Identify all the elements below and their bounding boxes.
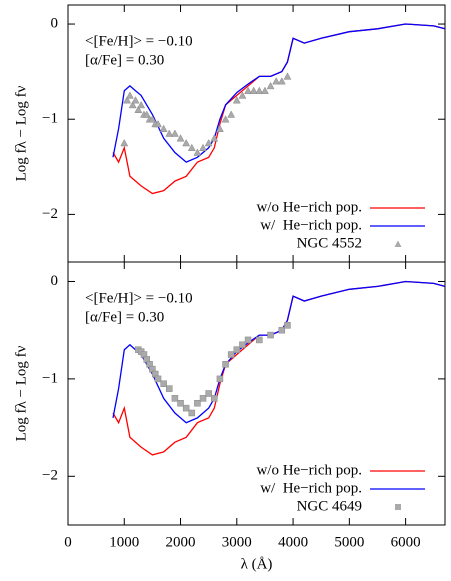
data-point [123, 96, 132, 104]
data-point [194, 399, 201, 407]
annotation: <[Fe/H]> = −0.10 [85, 33, 193, 49]
data-point [137, 100, 146, 109]
y-axis-label: Log fλ − Log fν [13, 85, 29, 181]
spectrum-line [112, 23, 446, 163]
data-point [159, 124, 168, 132]
data-point [170, 129, 179, 137]
data-point [188, 409, 196, 417]
data-point [182, 138, 191, 147]
x-tick-label: 0 [64, 534, 72, 550]
y-axis-label: Log fλ − Log fν [13, 345, 29, 441]
data-point [182, 404, 190, 412]
annotation: <[Fe/H]> = −0.10 [85, 290, 193, 306]
data-point [205, 390, 212, 397]
data-point [148, 115, 157, 123]
data-point [187, 143, 196, 152]
data-point [277, 77, 286, 85]
data-point [266, 81, 275, 90]
legend-label: w/ He−rich pop. [260, 217, 362, 233]
data-point [278, 326, 286, 334]
data-point [244, 336, 252, 344]
x-tick-label: 5000 [334, 534, 364, 550]
data-point [120, 138, 129, 147]
data-point [238, 91, 247, 99]
data-point [171, 395, 179, 402]
data-point [283, 72, 292, 80]
annotation: [α/Fe] = 0.30 [85, 52, 164, 68]
data-point [211, 395, 218, 402]
data-point [125, 91, 134, 99]
data-point [227, 110, 236, 118]
data-point [204, 138, 213, 147]
data-point [272, 77, 281, 85]
data-point [244, 86, 252, 94]
data-point [177, 399, 184, 407]
data-point [160, 380, 167, 388]
data-point [233, 346, 241, 353]
data-point [222, 361, 229, 368]
y-tick-label: 0 [51, 15, 59, 31]
x-tick-label: 6000 [391, 534, 421, 550]
legend-label: NGC 4552 [297, 235, 362, 251]
data-point [154, 375, 162, 383]
x-tick-label: 3000 [222, 534, 252, 550]
x-tick-label: 4000 [278, 534, 308, 550]
legend-swatch [394, 240, 402, 247]
data-point [221, 115, 230, 123]
data-point [134, 105, 143, 113]
data-point [199, 395, 207, 402]
x-axis-label: λ (Å) [241, 556, 273, 572]
data-point [284, 322, 291, 329]
legend-swatch [395, 504, 401, 510]
data-point [232, 96, 241, 104]
data-point [176, 134, 185, 142]
data-point [216, 375, 224, 383]
legend-label: w/ He−rich pop. [260, 480, 362, 496]
y-tick-label: −1 [42, 111, 58, 127]
data-point [199, 143, 207, 152]
legend-label: NGC 4649 [297, 498, 362, 514]
y-tick-label: −2 [42, 206, 58, 222]
data-point [267, 331, 274, 339]
data-point [249, 86, 258, 94]
data-point [227, 351, 235, 358]
legend-label: w/o He−rich pop. [256, 462, 362, 478]
y-tick-label: 0 [51, 273, 59, 289]
data-point [255, 86, 264, 94]
y-tick-label: −1 [42, 370, 58, 386]
data-point [166, 385, 173, 392]
annotation: [α/Fe] = 0.30 [85, 309, 164, 325]
x-tick-label: 1000 [109, 534, 139, 550]
data-point [261, 86, 269, 94]
data-point [142, 110, 151, 118]
legend-label: w/o He−rich pop. [256, 199, 362, 215]
data-point [239, 341, 246, 349]
data-point [193, 148, 202, 156]
data-point [131, 96, 140, 104]
data-point [216, 124, 224, 132]
x-tick-label: 2000 [166, 534, 196, 550]
data-point [165, 129, 174, 137]
plot-frame [67, 261, 446, 526]
data-point [128, 100, 137, 109]
data-point [210, 134, 219, 142]
spectrum-line [112, 280, 446, 456]
data-point [256, 336, 263, 344]
data-point [154, 119, 162, 128]
y-tick-label: −2 [42, 468, 58, 484]
